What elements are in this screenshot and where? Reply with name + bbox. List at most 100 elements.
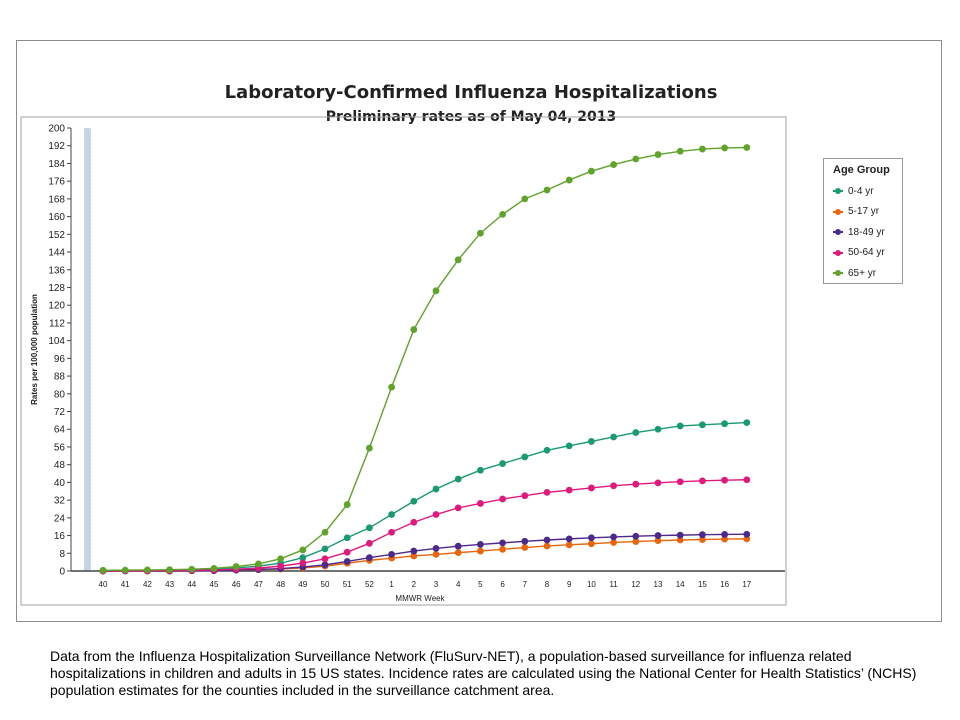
data-point [343,548,351,556]
x-tick-label: 7 [523,580,528,589]
data-point [676,536,684,544]
x-tick-label: 2 [412,580,417,589]
legend-item: 0-4 yr [833,184,874,198]
data-point [565,442,573,450]
y-tick-label: 152 [48,230,65,241]
y-tick-label: 176 [48,177,65,188]
legend-item: 50-64 yr [833,246,885,260]
data-point [521,195,529,203]
data-point [366,554,373,562]
data-point [699,536,706,543]
data-point [676,422,684,430]
y-tick-label: 200 [48,124,65,135]
x-tick-label: 17 [742,580,751,589]
legend: Age Group 0-4 yr 5-17 yr 18-49 yr 50-64 yr 6… [823,158,903,284]
data-point [388,383,395,391]
data-point [654,532,662,539]
legend-item: 65+ yr [833,266,876,280]
data-point [144,566,151,574]
data-point [410,552,418,560]
data-point [321,528,329,536]
y-tick-label: 8 [59,549,65,560]
y-tick-label: 96 [54,354,66,365]
x-tick-label: 14 [676,580,685,589]
series-line [102,421,747,572]
data-point [588,534,595,542]
data-point [255,560,262,568]
x-tick-label: 5 [478,580,483,589]
x-tick-label: 51 [343,580,352,589]
data-point [432,287,440,295]
data-point [299,559,307,567]
data-point [588,540,595,548]
data-point [699,145,706,153]
data-point [121,566,129,574]
y-tick-label: 16 [54,531,66,542]
data-point [632,532,640,540]
data-point [454,256,462,264]
data-point [654,537,662,545]
data-point [721,144,728,152]
y-tick-label: 32 [54,496,66,507]
plot-panel [20,116,787,606]
data-point [743,476,751,484]
data-point [477,500,484,507]
y-tick-label: 144 [48,248,65,259]
data-point [632,480,640,488]
y-tick-label: 0 [59,567,65,578]
data-point [499,539,506,547]
legend-swatch [833,208,843,215]
data-point [676,147,684,155]
x-tick-label: 4 [456,580,461,589]
data-point [188,565,196,573]
data-point [277,555,284,563]
x-tick-label: 16 [720,580,729,589]
data-point [521,492,529,500]
data-point [632,155,640,163]
data-point [477,466,484,474]
data-point [610,539,617,546]
data-point [366,444,373,452]
x-tick-label: 9 [567,580,572,589]
x-tick-label: 49 [298,580,307,589]
data-point [588,167,595,175]
data-point [565,541,573,549]
legend-swatch [833,249,843,256]
x-tick-label: 47 [254,580,263,589]
data-point [454,542,462,550]
x-tick-label: 3 [434,580,439,589]
y-tick-label: 24 [54,513,66,524]
data-point [499,545,506,553]
data-point [654,151,662,158]
x-tick-label: 50 [321,580,330,589]
data-point [366,524,373,532]
data-point [299,546,307,554]
x-tick-label: 10 [587,580,596,589]
data-point [610,533,617,541]
data-point [477,547,484,555]
data-point [499,495,506,503]
data-point [454,549,462,557]
x-tick-label: 43 [165,580,174,589]
y-tick-label: 168 [48,194,65,205]
series-line [103,538,747,572]
data-point [499,460,506,467]
x-tick-label: 52 [365,580,374,589]
data-point [321,555,329,563]
data-point [588,438,595,445]
data-point [432,511,440,518]
legend-label: 50-64 yr [848,247,885,258]
y-axis-label: Rates per 100,000 population [30,294,39,405]
data-point [721,535,728,543]
data-point [543,536,551,544]
data-point [721,420,728,428]
y-tick-label: 184 [48,159,65,170]
data-point [743,530,751,538]
y-tick-label: 120 [48,301,65,312]
y-tick-label: 40 [54,478,66,489]
legend-label: 0-4 yr [848,185,874,197]
data-point [477,541,484,548]
chart-frame: Laboratory-Confirmed Influenza Hospitali… [16,40,942,622]
y-tick-label: 128 [48,283,65,294]
data-point [343,501,351,508]
